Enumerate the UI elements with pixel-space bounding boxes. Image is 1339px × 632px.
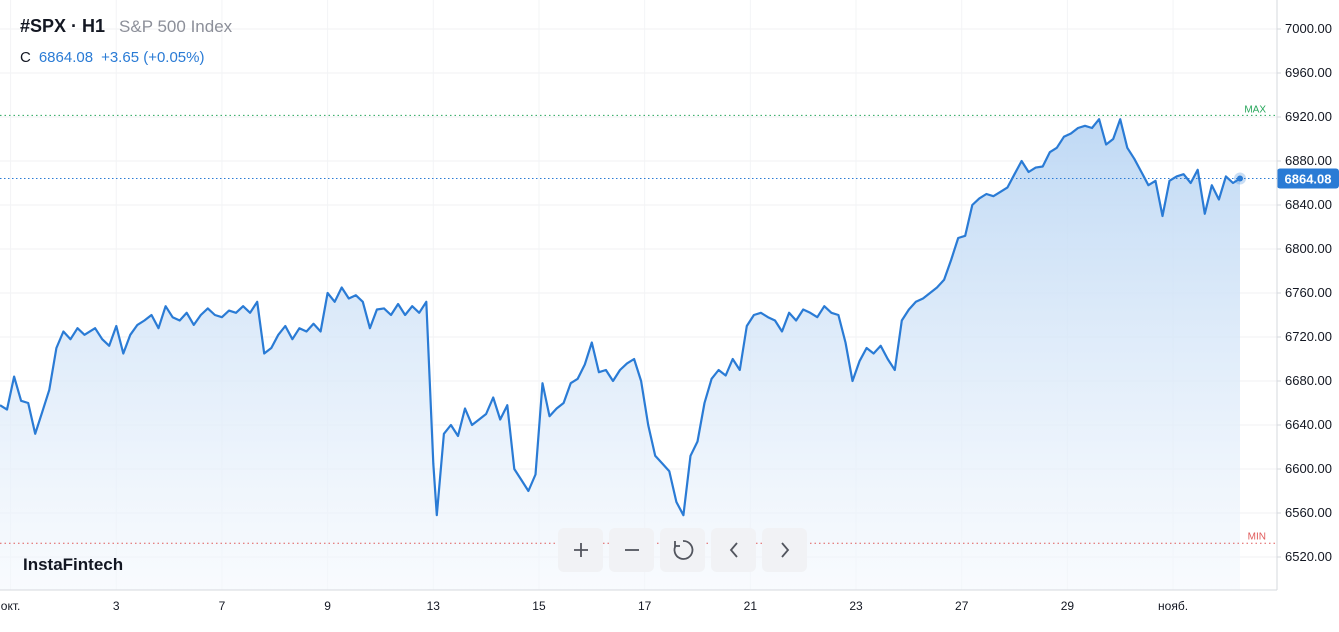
zoom-in-button[interactable] [558, 528, 603, 572]
chevron-left-icon [729, 542, 738, 558]
chart-line-layer [0, 118, 1241, 517]
chevron-right-icon [780, 542, 789, 558]
y-tick-label: 6560.00 [1285, 505, 1332, 520]
symbol-label[interactable]: #SPX · H1 [20, 16, 106, 36]
price-tag-label: 6864.08 [1285, 172, 1332, 187]
x-tick-label: 3 [113, 599, 120, 613]
scroll-back-button[interactable] [711, 528, 756, 572]
x-tick-label: 29 [1061, 599, 1075, 613]
x-tick-label: 15 [532, 599, 546, 613]
y-tick-label: 6880.00 [1285, 153, 1332, 168]
chart-area [0, 119, 1240, 590]
chart-markers: MAX MIN 6864.08 [0, 104, 1339, 544]
chart-toolbar [558, 528, 807, 572]
y-tick-label: 6920.00 [1285, 109, 1332, 124]
y-tick-label: 6800.00 [1285, 241, 1332, 256]
zoom-out-button[interactable] [609, 528, 654, 572]
quote-line: C 6864.08 +3.65 (+0.05%) [20, 49, 204, 66]
x-tick-label: 23 [849, 599, 863, 613]
x-tick-label: нояб. [1158, 599, 1188, 613]
x-tick-label: 17 [638, 599, 652, 613]
max-label: MAX [1244, 104, 1266, 115]
reset-icon [673, 540, 693, 560]
min-label: MIN [1248, 531, 1266, 542]
x-tick-label: 21 [744, 599, 758, 613]
price-change: +3.65 (+0.05%) [101, 49, 205, 66]
scroll-forward-button[interactable] [762, 528, 807, 572]
y-tick-label: 6680.00 [1285, 373, 1332, 388]
x-tick-label: 13 [427, 599, 441, 613]
close-price: 6864.08 [38, 49, 94, 66]
reset-button[interactable] [660, 528, 705, 572]
x-tick-label: окт. [1, 599, 21, 613]
y-tick-label: 6960.00 [1285, 65, 1332, 80]
y-tick-label: 7000.00 [1285, 21, 1332, 36]
y-tick-label: 6760.00 [1285, 285, 1332, 300]
y-tick-label: 6640.00 [1285, 417, 1332, 432]
y-tick-label: 6840.00 [1285, 197, 1332, 212]
x-tick-label: 27 [955, 599, 969, 613]
x-tick-label: 9 [324, 599, 331, 613]
close-label: C [20, 49, 31, 66]
chart-header: #SPX · H1 S&P 500 Index [20, 16, 232, 37]
y-tick-label: 6600.00 [1285, 461, 1332, 476]
series-area [0, 119, 1240, 590]
price-tag [1277, 168, 1339, 189]
y-tick-label: 6520.00 [1285, 549, 1332, 564]
y-tick-label: 6720.00 [1285, 329, 1332, 344]
series-line [0, 118, 1241, 517]
chart-axes: 7000.00 6960.00 6920.00 6880.00 6840.00 6800.… [0, 0, 1332, 613]
plus-icon [573, 543, 588, 557]
instrument-name: S&P 500 Index [119, 17, 233, 36]
brand-logo: InstaFintech [23, 555, 124, 574]
minus-icon [624, 549, 639, 551]
x-tick-label: 7 [219, 599, 226, 613]
last-point [1237, 175, 1243, 182]
